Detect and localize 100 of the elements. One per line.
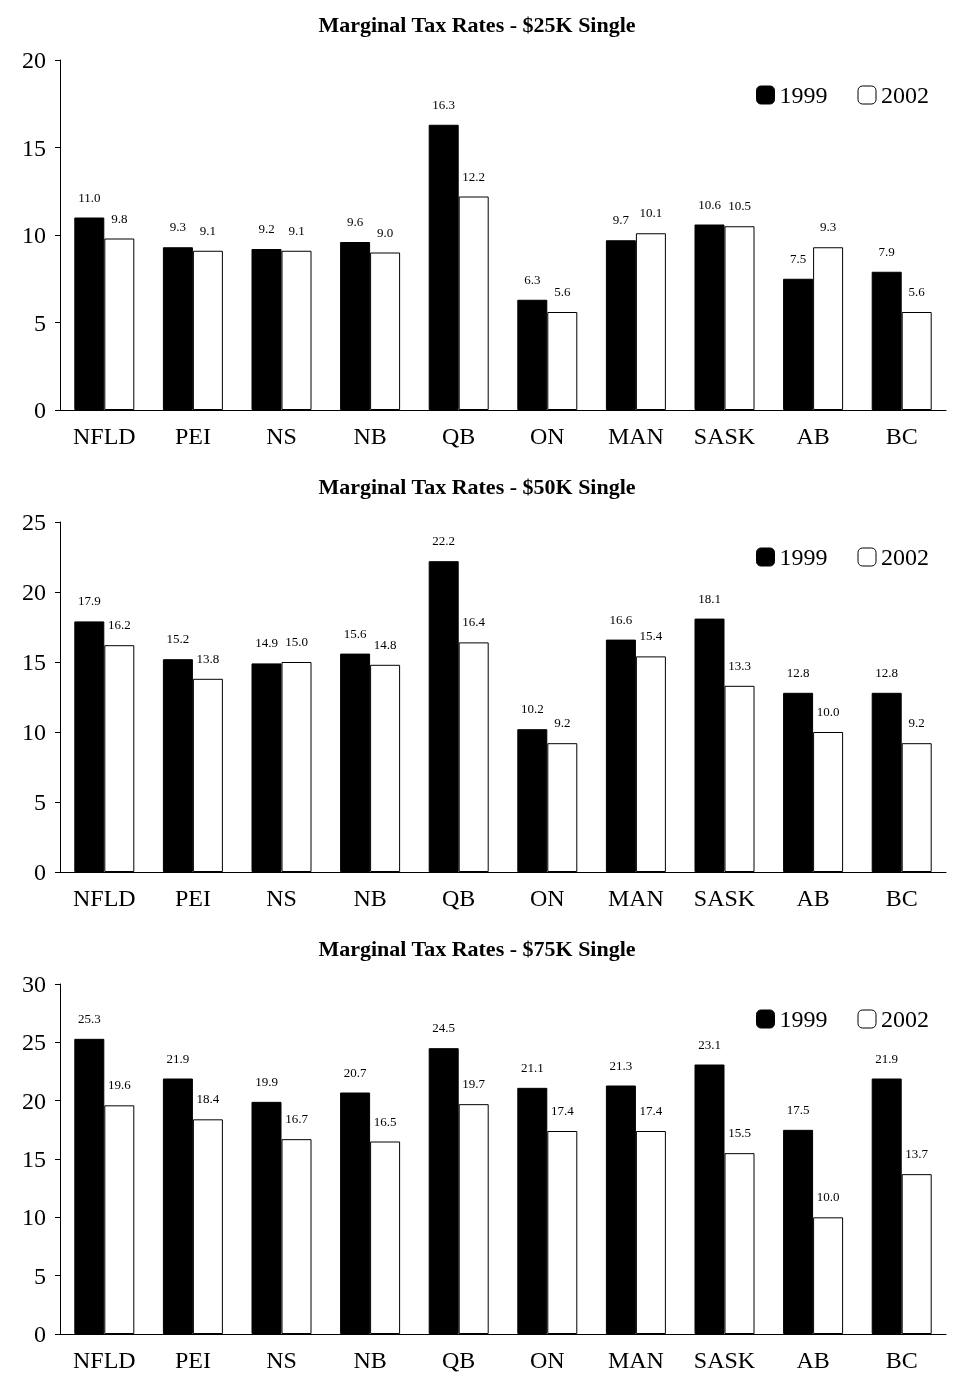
data-label: 9.2 xyxy=(258,221,275,236)
x-tick-label: ON xyxy=(529,423,565,449)
data-label: 9.3 xyxy=(819,219,837,235)
data-label: 11.0 xyxy=(78,189,101,205)
data-label: 9.7 xyxy=(612,212,630,228)
data-label: 21.9 xyxy=(875,1050,899,1066)
data-label: 10.6 xyxy=(698,196,722,212)
data-label: 14.8 xyxy=(373,636,397,652)
data-label: 17.4 xyxy=(550,1103,575,1118)
legend-label: 1999 xyxy=(779,544,828,570)
data-label: 10.0 xyxy=(816,1189,840,1205)
x-tick-label: BC xyxy=(885,1347,918,1373)
data-label: 10.2 xyxy=(520,701,544,717)
y-tick-label: 20 xyxy=(22,47,46,73)
data-label: 13.7 xyxy=(905,1146,929,1162)
x-tick-label: PEI xyxy=(174,423,211,449)
data-label: 10.5 xyxy=(728,198,751,214)
data-label: 10.0 xyxy=(816,704,840,719)
data-label: 15.5 xyxy=(728,1125,751,1141)
y-tick-label: 5 xyxy=(34,309,46,336)
data-label: 20.7 xyxy=(343,1064,367,1080)
data-label: 16.3 xyxy=(432,96,456,112)
data-label: 17.9 xyxy=(77,593,101,609)
data-label: 16.4 xyxy=(462,614,486,630)
data-label: 16.7 xyxy=(285,1111,309,1127)
y-tick-label: 30 xyxy=(22,971,46,997)
data-label: 9.3 xyxy=(169,219,187,235)
x-tick-label: NB xyxy=(353,885,387,911)
data-label: 9.1 xyxy=(288,222,305,238)
data-label: 21.3 xyxy=(609,1057,633,1073)
y-tick-label: 10 xyxy=(22,1204,46,1231)
legend-label: 2002 xyxy=(881,1006,929,1032)
y-tick-label: 25 xyxy=(22,509,46,535)
data-label: 9.8 xyxy=(111,210,128,226)
data-label: 19.7 xyxy=(462,1076,486,1092)
data-label: 21.9 xyxy=(166,1050,190,1066)
x-tick-label: ON xyxy=(529,1347,565,1373)
x-tick-label: BC xyxy=(885,885,918,911)
y-tick-label: 10 xyxy=(22,222,46,248)
data-label: 16.2 xyxy=(107,617,131,633)
x-tick-label: SASK xyxy=(693,423,756,449)
data-label: 23.1 xyxy=(698,1036,721,1052)
data-label: 7.5 xyxy=(789,250,807,266)
data-label: 14.9 xyxy=(255,635,278,651)
x-tick-label: MAN xyxy=(607,1347,664,1373)
x-tick-label: NFLD xyxy=(72,423,136,449)
data-label: 24.5 xyxy=(432,1020,456,1036)
y-tick-label: 15 xyxy=(22,649,46,675)
legend-label: 2002 xyxy=(881,544,929,570)
x-tick-label: NFLD xyxy=(72,885,136,911)
y-tick-label: 20 xyxy=(22,579,46,605)
data-label: 9.0 xyxy=(376,224,394,240)
x-tick-label: ON xyxy=(529,885,565,911)
data-label: 21.1 xyxy=(520,1059,544,1075)
data-label: 12.8 xyxy=(875,664,899,680)
x-tick-label: QB xyxy=(442,1347,476,1373)
y-tick-label: 0 xyxy=(34,397,46,423)
x-tick-label: NB xyxy=(353,1347,387,1373)
x-tick-label: MAN xyxy=(607,423,664,449)
x-tick-label: PEI xyxy=(174,1347,211,1373)
data-label: 15.2 xyxy=(166,631,190,647)
data-label: 15.4 xyxy=(639,628,663,644)
y-tick-label: 0 xyxy=(34,859,46,885)
data-label: 7.9 xyxy=(878,243,895,259)
data-label: 19.9 xyxy=(255,1073,278,1089)
data-label: 22.2 xyxy=(432,533,456,549)
data-label: 18.1 xyxy=(698,590,721,606)
chart-title: Marginal Tax Rates - $50K Single xyxy=(318,473,636,499)
data-label: 12.8 xyxy=(786,664,810,680)
x-tick-label: AB xyxy=(796,885,830,911)
x-tick-label: SASK xyxy=(693,1347,756,1373)
x-tick-label: NFLD xyxy=(72,1347,136,1373)
data-label: 18.4 xyxy=(196,1091,220,1107)
data-label: 9.6 xyxy=(346,214,364,229)
data-label: 16.6 xyxy=(609,611,633,627)
x-tick-label: QB xyxy=(442,885,476,911)
data-label: 17.4 xyxy=(639,1103,663,1118)
x-tick-label: AB xyxy=(796,1347,830,1373)
chart-title: Marginal Tax Rates - $75K Single xyxy=(318,935,636,961)
y-tick-label: 10 xyxy=(22,719,46,745)
data-label: 9.2 xyxy=(908,715,925,731)
data-label: 5.6 xyxy=(908,284,926,299)
y-tick-label: 25 xyxy=(22,1029,46,1056)
data-label: 12.2 xyxy=(462,168,486,184)
data-label: 9.1 xyxy=(199,222,217,238)
x-tick-label: SASK xyxy=(693,885,756,911)
data-label: 19.6 xyxy=(107,1077,132,1093)
data-label: 13.8 xyxy=(196,650,220,666)
x-tick-label: NS xyxy=(266,1347,297,1373)
data-label: 25.3 xyxy=(77,1010,101,1026)
x-tick-label: QB xyxy=(442,423,476,449)
data-label: 16.5 xyxy=(373,1113,397,1129)
x-tick-label: NB xyxy=(353,423,387,449)
data-label: 6.3 xyxy=(524,271,541,287)
data-label: 17.5 xyxy=(786,1101,810,1117)
y-tick-label: 15 xyxy=(22,1146,46,1172)
y-tick-label: 20 xyxy=(22,1087,46,1114)
data-label: 15.6 xyxy=(343,625,367,641)
chart-title: Marginal Tax Rates - $25K Single xyxy=(318,11,636,37)
legend-label: 1999 xyxy=(779,82,828,108)
